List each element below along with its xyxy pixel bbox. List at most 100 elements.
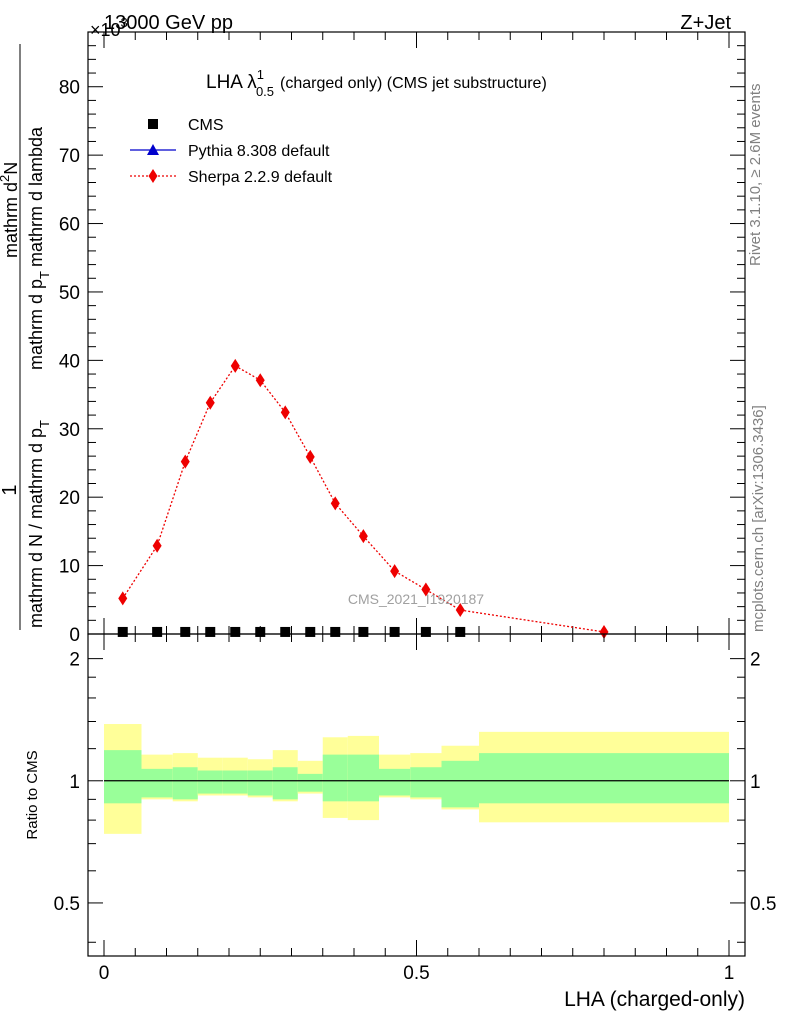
main-y-tick-label: 40 (59, 351, 80, 372)
ylabel-numerator2: mathrm d2N (0, 162, 21, 258)
ratio-x-ticks: 0 0.5 1 (99, 634, 735, 984)
ratio-inner-band (297, 773, 323, 792)
ylabel-denominator2-main: mathrm d p (26, 279, 46, 370)
chart-title: LHA λ1 0.5 (charged only) (CMS jet substru… (206, 67, 547, 99)
main-y-tick-label: 30 (59, 420, 80, 441)
sherpa-data-point (180, 454, 190, 469)
sherpa-data-point (599, 624, 609, 639)
chart-title-main: LHA λ (206, 72, 257, 93)
main-y-axis-label: 1 mathrm d N / mathrm d pT mathrm d2N ma… (0, 44, 52, 630)
ratio-inner-band (322, 754, 348, 802)
main-y-ticks: 0 10 20 30 40 50 60 70 80 (59, 45, 745, 646)
legend-label: Pythia 8.308 default (188, 143, 330, 160)
ylabel-denominator2-end: mathrm d lambda (26, 126, 46, 267)
sherpa-data-point (421, 582, 431, 597)
legend: CMS Pythia 8.308 default Sherpa 2.2.9 defa… (130, 117, 333, 186)
sherpa-data-point (305, 449, 315, 464)
ratio-inner-band (379, 768, 411, 796)
sherpa-data-point (390, 564, 400, 579)
cms-data-point (305, 626, 316, 637)
ylabel-numerator2-main: mathrm d (1, 182, 21, 258)
ratio-inner-band (172, 767, 198, 800)
axis-multiplier-base: ×10 (90, 20, 121, 40)
legend-sherpa: Sherpa 2.2.9 default (130, 169, 333, 186)
ylabel-denominator-sub: T (37, 420, 52, 428)
x-tick-label: 0 (99, 963, 110, 984)
x-tick-label: 1 (724, 963, 735, 984)
ratio-inner-band (441, 760, 479, 808)
sherpa-data-point (152, 538, 162, 553)
cms-data-point (455, 626, 466, 637)
sherpa-data-point (230, 358, 240, 373)
main-panel: 0 10 20 30 40 50 60 70 80 CMS_2021_I1920187 LHA … (0, 31, 746, 646)
cms-data-point (330, 626, 341, 637)
sherpa-data-point (330, 496, 340, 511)
cms-data-point (420, 626, 431, 637)
ratio-panel: 0.5 0.51 12 2 0 0.5 1 Ratio to CMS LHA (charg… (24, 633, 776, 1011)
series-line-sherpa (122, 364, 605, 633)
axis-multiplier-exponent: 3 (121, 15, 128, 30)
axis-multiplier: ×103 (90, 15, 128, 40)
ratio-y-tick-label: 0.5 (54, 894, 80, 915)
main-y-tick-label: 0 (69, 625, 80, 646)
chart-title-suffix: (charged only) (CMS jet substructure) (280, 75, 547, 92)
ratio-y-tick-label-right: 0.5 (750, 894, 776, 915)
sherpa-data-point (255, 373, 265, 388)
ylabel-numerator2-sup: 2 (0, 175, 12, 182)
main-y-tick-label: 60 (59, 215, 80, 236)
legend-label: CMS (188, 117, 224, 134)
cms-data-point (389, 626, 400, 637)
main-y-tick-label: 80 (59, 78, 80, 99)
cms-data-point (230, 626, 241, 637)
ratio-y-tick-label-right: 1 (750, 772, 761, 793)
cms-data-point (358, 626, 369, 637)
cms-data-point (255, 626, 266, 637)
header-energy-label: 13000 GeV pp (104, 12, 233, 34)
ratio-y-ticks: 0.5 0.5 1 1 2 2 (54, 650, 776, 943)
sherpa-data-point (118, 591, 128, 606)
ratio-inner-band (197, 770, 223, 794)
ylabel-numerator: 1 (0, 484, 21, 495)
main-y-tick-label: 20 (59, 488, 80, 509)
main-y-tick-label: 10 (59, 557, 80, 578)
cms-data-point (205, 626, 216, 637)
legend-pythia: Pythia 8.308 default (130, 143, 330, 160)
ratio-y-tick-label: 1 (69, 772, 80, 793)
ratio-inner-band (141, 768, 173, 798)
legend-marker (148, 119, 158, 129)
ratio-inner-band (104, 750, 142, 804)
ratio-inner-band (347, 754, 379, 802)
ratio-inner-band (272, 767, 298, 800)
main-frame (87, 31, 746, 635)
ratio-bands (104, 724, 729, 834)
ratio-y-tick-label-right: 2 (750, 650, 761, 671)
legend-marker (147, 144, 159, 155)
sherpa-data-point (205, 395, 215, 410)
ratio-inner-band (410, 767, 442, 798)
legend-cms: CMS (148, 117, 224, 134)
ratio-inner-band (479, 753, 729, 804)
analysis-watermark: CMS_2021_I1920187 (348, 591, 484, 607)
legend-label: Sherpa 2.2.9 default (188, 169, 333, 186)
cms-data-point (152, 626, 163, 637)
chart-title-sup: 1 (257, 67, 264, 82)
cms-data-point (280, 626, 291, 637)
legend-marker (148, 169, 158, 183)
x-axis-label: LHA (charged-only) (564, 988, 745, 1011)
sherpa-data-point (358, 529, 368, 544)
header-process-label: Z+Jet (680, 12, 731, 34)
ylabel-denominator: mathrm d N / mathrm d pT (26, 420, 52, 628)
ratio-inner-band (247, 770, 273, 796)
sherpa-data-point (280, 405, 290, 420)
x-tick-label: 0.5 (403, 963, 429, 984)
ylabel-numerator2-end: N (1, 162, 21, 175)
ratio-y-tick-label: 2 (69, 650, 80, 671)
ratio-y-axis-label: Ratio to CMS (24, 750, 41, 839)
main-x-ticks (103, 32, 730, 634)
main-series-layer (117, 358, 609, 639)
ylabel-denominator2: mathrm d pTmathrm d lambda (26, 126, 52, 370)
ylabel-denominator-main: mathrm d N / mathrm d p (26, 428, 46, 628)
cms-data-point (117, 626, 128, 637)
cms-data-point (180, 626, 191, 637)
